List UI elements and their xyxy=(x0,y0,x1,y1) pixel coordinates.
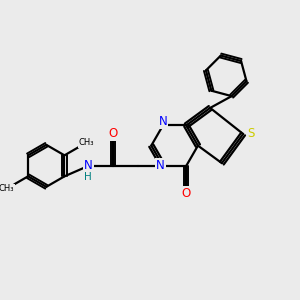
Text: N: N xyxy=(156,159,165,172)
Text: O: O xyxy=(109,127,118,140)
Text: CH₃: CH₃ xyxy=(0,184,14,193)
Text: CH₃: CH₃ xyxy=(78,138,94,147)
Text: O: O xyxy=(182,187,191,200)
Text: S: S xyxy=(248,127,255,140)
Text: H: H xyxy=(84,172,92,182)
Text: N: N xyxy=(84,159,93,172)
Text: N: N xyxy=(159,116,167,128)
